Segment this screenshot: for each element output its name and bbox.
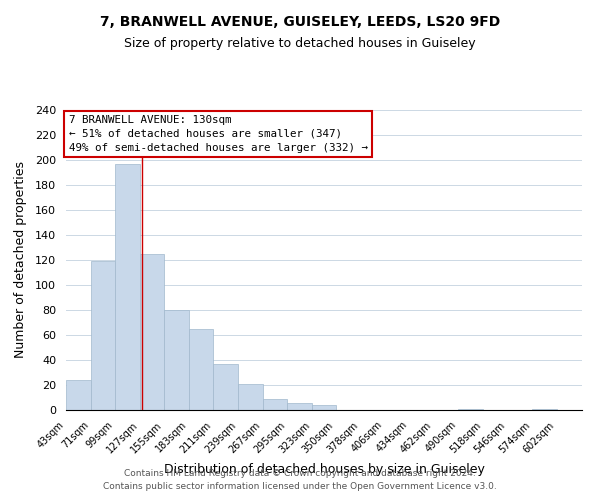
Bar — [312, 405, 336, 410]
Text: Contains HM Land Registry data © Crown copyright and database right 2024.: Contains HM Land Registry data © Crown c… — [124, 468, 476, 477]
Y-axis label: Number of detached properties: Number of detached properties — [14, 162, 26, 358]
Text: 7 BRANWELL AVENUE: 130sqm
← 51% of detached houses are smaller (347)
49% of semi: 7 BRANWELL AVENUE: 130sqm ← 51% of detac… — [68, 115, 368, 153]
Bar — [140, 254, 164, 410]
Text: Size of property relative to detached houses in Guiseley: Size of property relative to detached ho… — [124, 38, 476, 51]
Bar — [115, 164, 140, 410]
Bar — [164, 310, 189, 410]
Text: Contains public sector information licensed under the Open Government Licence v3: Contains public sector information licen… — [103, 482, 497, 491]
Bar — [458, 409, 483, 410]
Text: 7, BRANWELL AVENUE, GUISELEY, LEEDS, LS20 9FD: 7, BRANWELL AVENUE, GUISELEY, LEEDS, LS2… — [100, 15, 500, 29]
Bar — [287, 402, 312, 410]
Bar — [189, 329, 214, 410]
Bar — [66, 380, 91, 410]
Bar — [214, 364, 238, 410]
Bar — [238, 384, 263, 410]
Bar — [532, 409, 557, 410]
Bar — [91, 261, 115, 410]
X-axis label: Distribution of detached houses by size in Guiseley: Distribution of detached houses by size … — [164, 463, 484, 476]
Bar — [263, 399, 287, 410]
